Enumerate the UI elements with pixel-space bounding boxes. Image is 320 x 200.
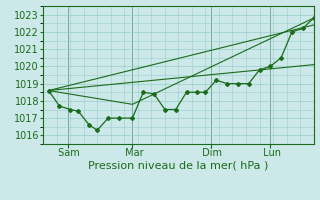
X-axis label: Pression niveau de la mer( hPa ): Pression niveau de la mer( hPa ) — [88, 161, 268, 171]
